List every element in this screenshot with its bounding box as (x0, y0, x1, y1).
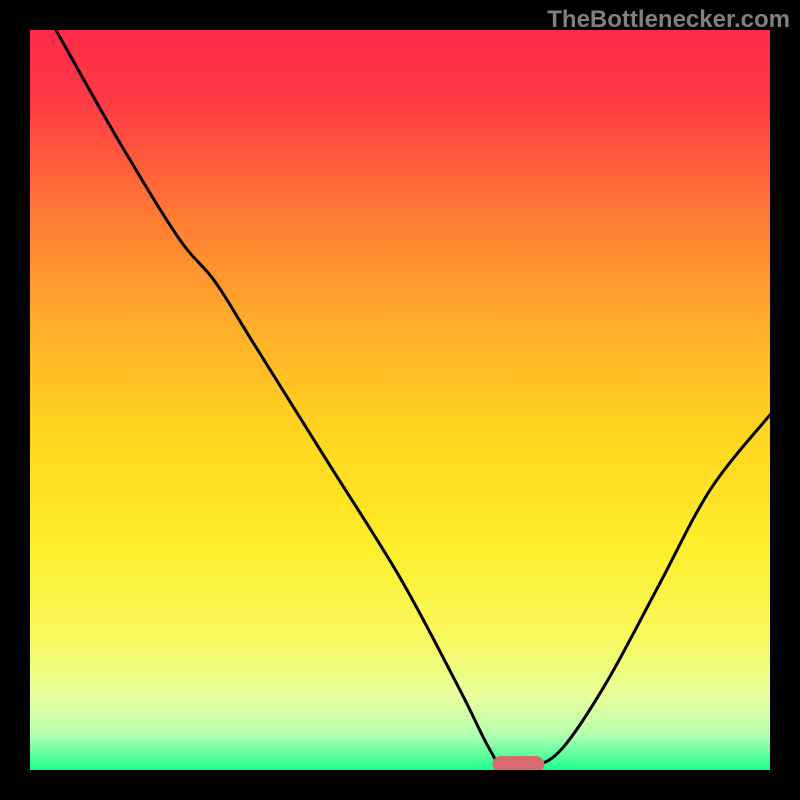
chart-container: TheBottlenecker.com (0, 0, 800, 800)
plot-area (30, 30, 770, 770)
optimal-marker (493, 756, 545, 770)
watermark-text: TheBottlenecker.com (547, 6, 790, 34)
plot-svg (30, 30, 770, 770)
gradient-background (30, 30, 770, 770)
